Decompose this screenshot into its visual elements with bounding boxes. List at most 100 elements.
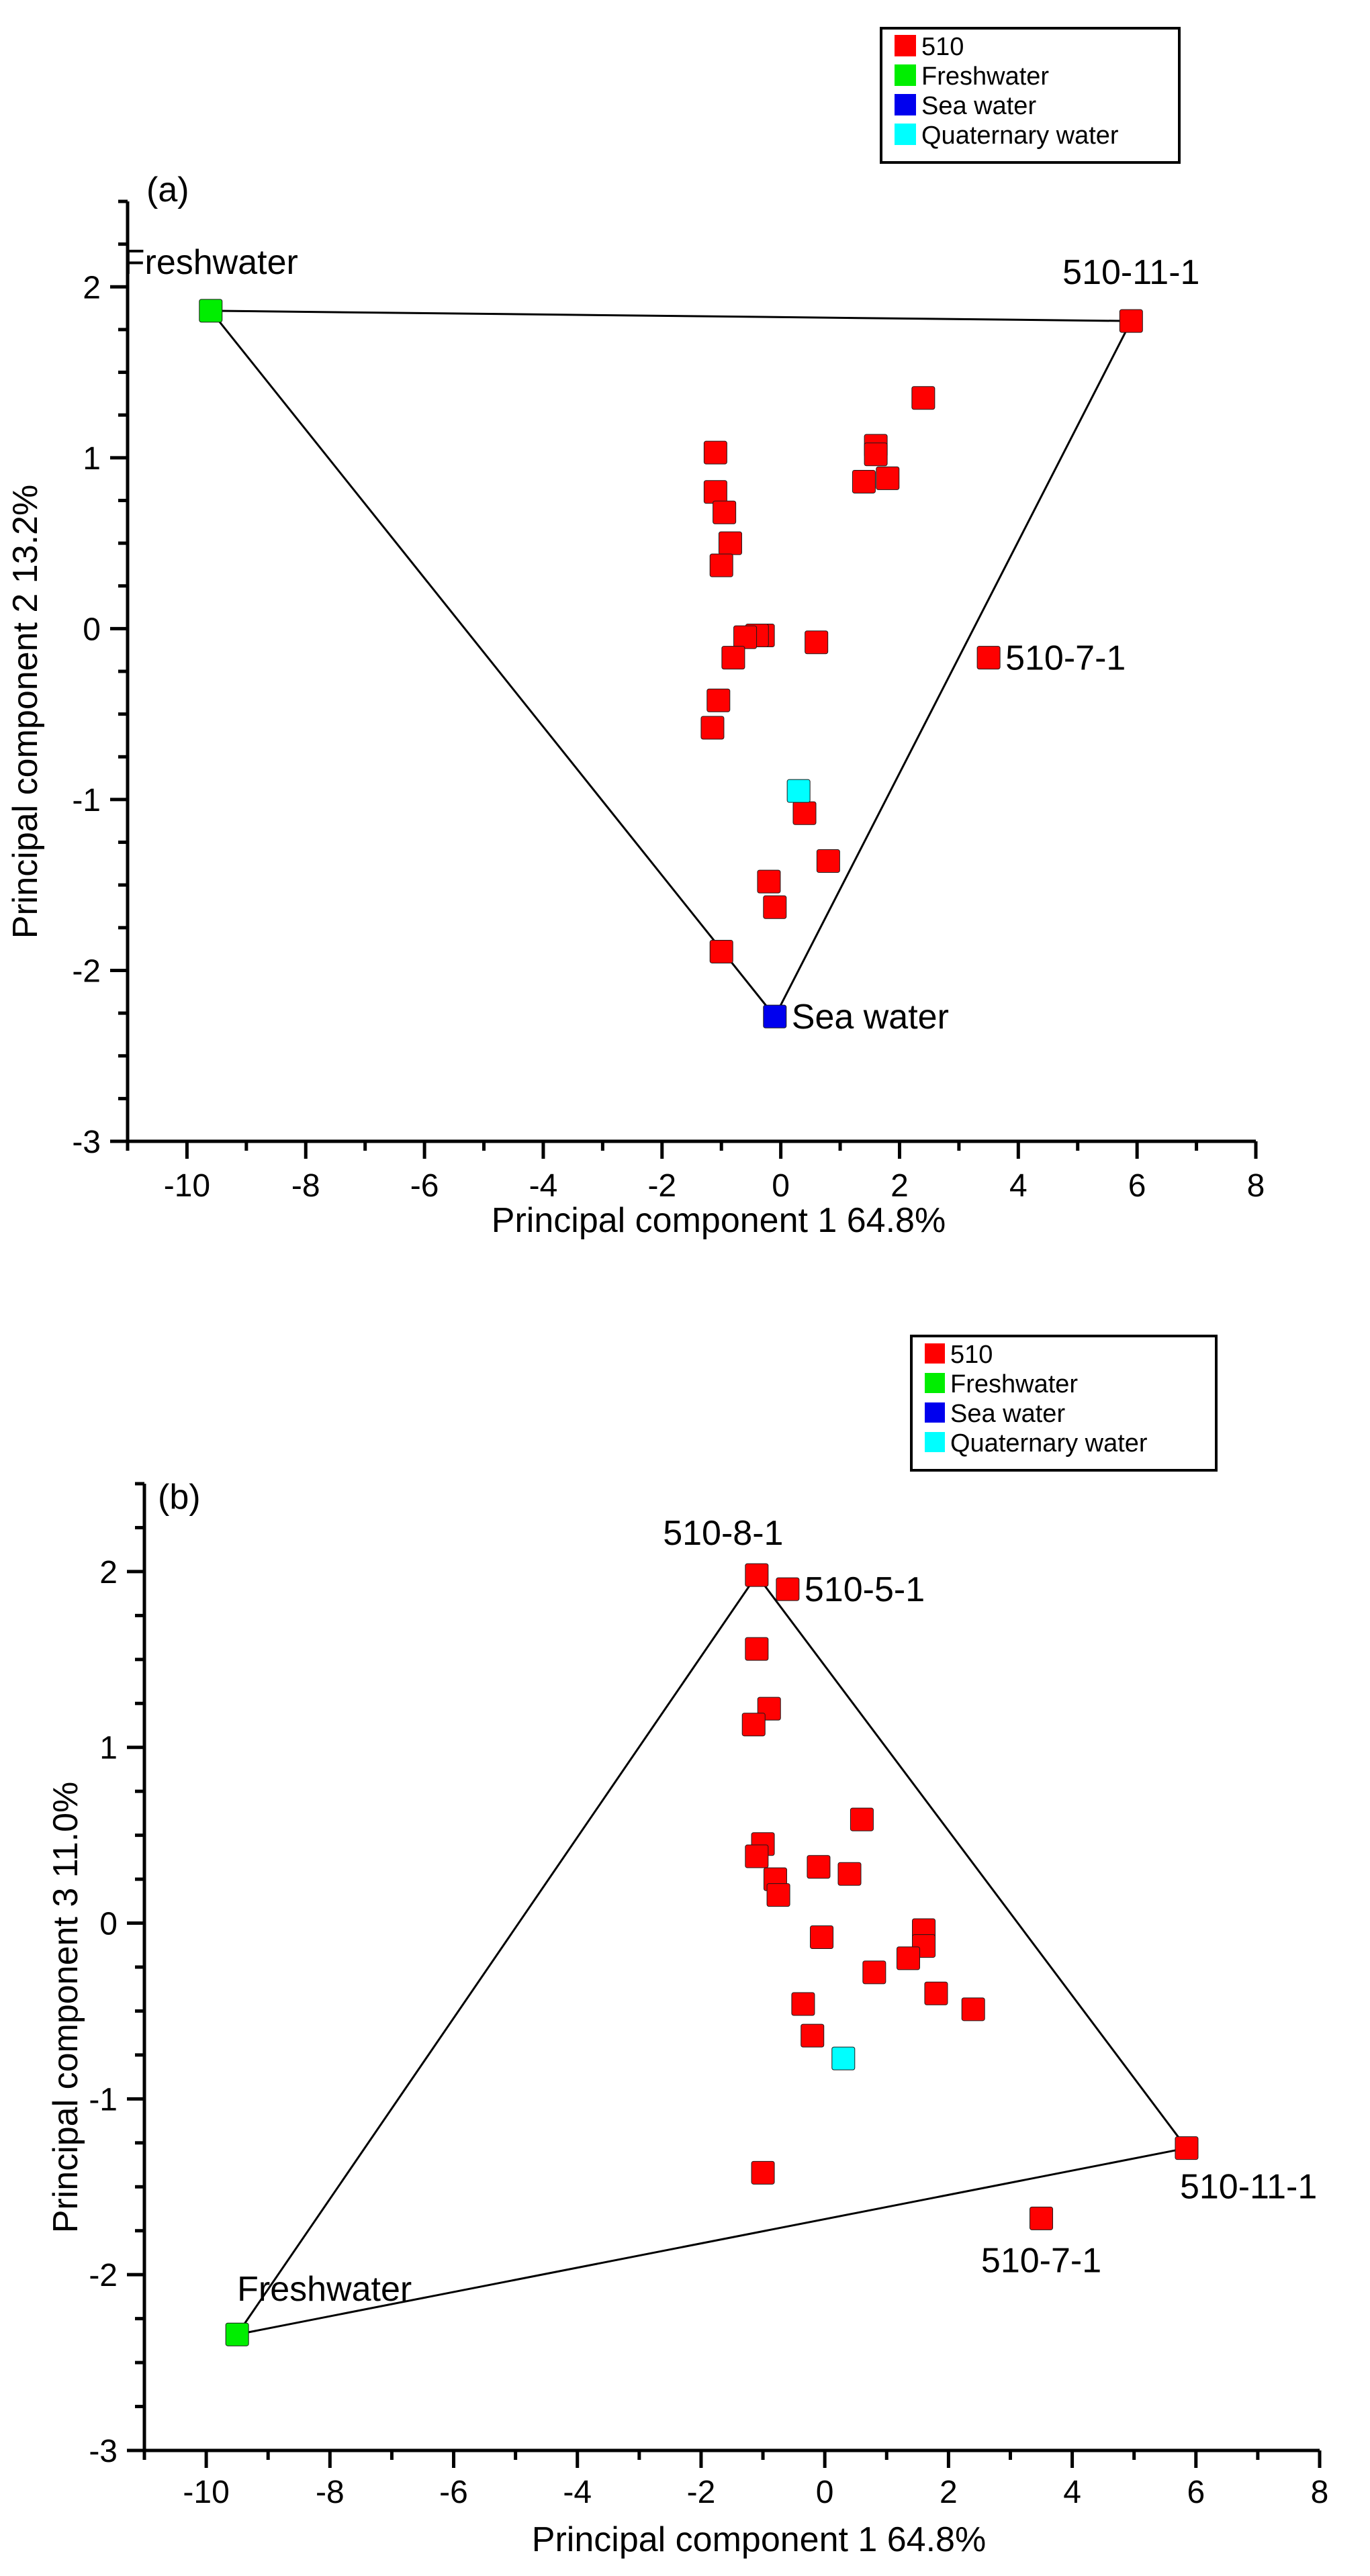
y-tick-label: -2 (89, 2258, 118, 2293)
data-point-510 (703, 480, 727, 504)
point-annotation: Freshwater (237, 2270, 412, 2309)
x-tick-label: 2 (890, 1168, 909, 1204)
x-tick-label: 2 (940, 2475, 958, 2510)
point-annotation: Freshwater (124, 243, 298, 282)
point-annotation: Sea water (792, 998, 949, 1037)
x-tick-label: 4 (1009, 1168, 1028, 1204)
data-point-510 (700, 716, 725, 740)
data-point-510 (876, 466, 900, 490)
mixing-triangle (208, 309, 1133, 1018)
legend-label: 510 (921, 33, 964, 61)
data-point-510 (801, 2023, 825, 2048)
y-tick-label: 0 (99, 1907, 118, 1942)
y-tick-label: 0 (83, 612, 101, 647)
legend-label: 510 (950, 1341, 993, 1369)
data-point-quaternary-water (831, 2046, 856, 2070)
data-point-510 (807, 1855, 831, 1879)
mixing-triangle (234, 1573, 1189, 2336)
data-point-sea-water (763, 1004, 787, 1029)
data-point-510 (850, 1807, 874, 1831)
legend-swatch (925, 1373, 945, 1393)
panel-label: (a) (146, 171, 189, 209)
x-tick-label: 6 (1128, 1168, 1146, 1204)
data-point-510 (751, 2160, 775, 2185)
data-point-510 (852, 469, 876, 493)
data-point-510 (776, 1577, 800, 1601)
x-tick-label: -2 (647, 1168, 676, 1204)
data-point-510 (792, 801, 817, 825)
legend-label: Quaternary water (950, 1429, 1148, 1458)
x-tick-label: -10 (183, 2475, 229, 2510)
data-point-510 (897, 1946, 920, 1970)
data-point-510 (791, 1992, 815, 2016)
legend-label: Freshwater (950, 1370, 1078, 1398)
x-tick-label: -4 (529, 1168, 558, 1204)
x-tick-label: 0 (772, 1168, 790, 1204)
data-point-510 (763, 895, 787, 919)
y-tick-label: -1 (72, 783, 101, 818)
point-annotation: 510-7-1 (1005, 639, 1126, 678)
data-point-510 (837, 1862, 862, 1886)
data-point-510 (766, 1883, 790, 1907)
legend-box (910, 1335, 1218, 1472)
data-point-510 (741, 1713, 766, 1737)
data-point-510 (721, 646, 745, 670)
data-point-510 (709, 939, 733, 963)
data-point-510 (713, 500, 737, 524)
data-point-510 (1175, 2136, 1199, 2160)
legend-swatch (925, 1432, 945, 1452)
legend-label: Freshwater (921, 62, 1049, 91)
x-tick-label: 6 (1187, 2475, 1205, 2510)
point-annotation: 510-11-1 (1062, 253, 1199, 292)
y-axis-title: Principal component 3 11.0% (46, 1782, 85, 2234)
x-tick-label: -8 (316, 2475, 345, 2510)
x-axis-title: Principal component 1 64.8% (532, 2520, 986, 2559)
legend-swatch (925, 1343, 945, 1364)
data-point-510 (706, 688, 731, 712)
x-tick-label: 8 (1311, 2475, 1329, 2510)
point-annotation: 510-5-1 (805, 1570, 925, 1609)
y-axis-title: Principal component 2 13.2% (6, 485, 45, 939)
legend-swatch (895, 35, 916, 56)
y-tick-label: -2 (72, 953, 101, 989)
y-tick-label: -1 (89, 2082, 118, 2117)
legend-swatch (895, 64, 916, 86)
data-point-freshwater (199, 299, 223, 323)
data-point-510 (757, 869, 781, 894)
data-point-510 (911, 386, 935, 410)
x-tick-label: -4 (563, 2475, 592, 2510)
x-tick-label: -8 (291, 1168, 320, 1204)
legend-box (880, 27, 1181, 164)
x-tick-label: 4 (1063, 2475, 1081, 2510)
x-tick-label: -6 (439, 2475, 468, 2510)
data-point-510 (862, 1960, 886, 1985)
data-point-510 (709, 553, 733, 577)
panel-label: (b) (158, 1478, 201, 1517)
point-annotation: 510-8-1 (663, 1514, 783, 1553)
y-tick-label: 1 (99, 1731, 118, 1766)
data-point-510 (745, 1844, 769, 1868)
point-annotation: 510-7-1 (981, 2241, 1101, 2280)
data-point-510 (805, 630, 829, 655)
data-point-510 (816, 849, 840, 873)
data-point-510 (745, 1563, 769, 1587)
data-point-510 (976, 646, 1001, 670)
x-tick-label: -2 (687, 2475, 716, 2510)
data-point-510 (961, 1997, 985, 2021)
y-tick-label: -3 (89, 2434, 118, 2469)
data-point-510 (1119, 309, 1143, 333)
data-point-510 (1030, 2206, 1054, 2230)
x-tick-label: 8 (1247, 1168, 1265, 1204)
y-tick-label: 2 (99, 1555, 118, 1590)
data-point-510 (703, 440, 727, 465)
legend-swatch (925, 1402, 945, 1423)
legend-label: Sea water (950, 1400, 1065, 1428)
y-tick-label: 2 (83, 270, 101, 305)
data-point-510 (745, 1637, 769, 1661)
x-axis-title: Principal component 1 64.8% (492, 1201, 946, 1240)
legend-label: Sea water (921, 92, 1036, 120)
legend-label: Quaternary water (921, 122, 1119, 150)
y-tick-label: -3 (72, 1125, 101, 1160)
data-point-510 (810, 1925, 834, 1949)
